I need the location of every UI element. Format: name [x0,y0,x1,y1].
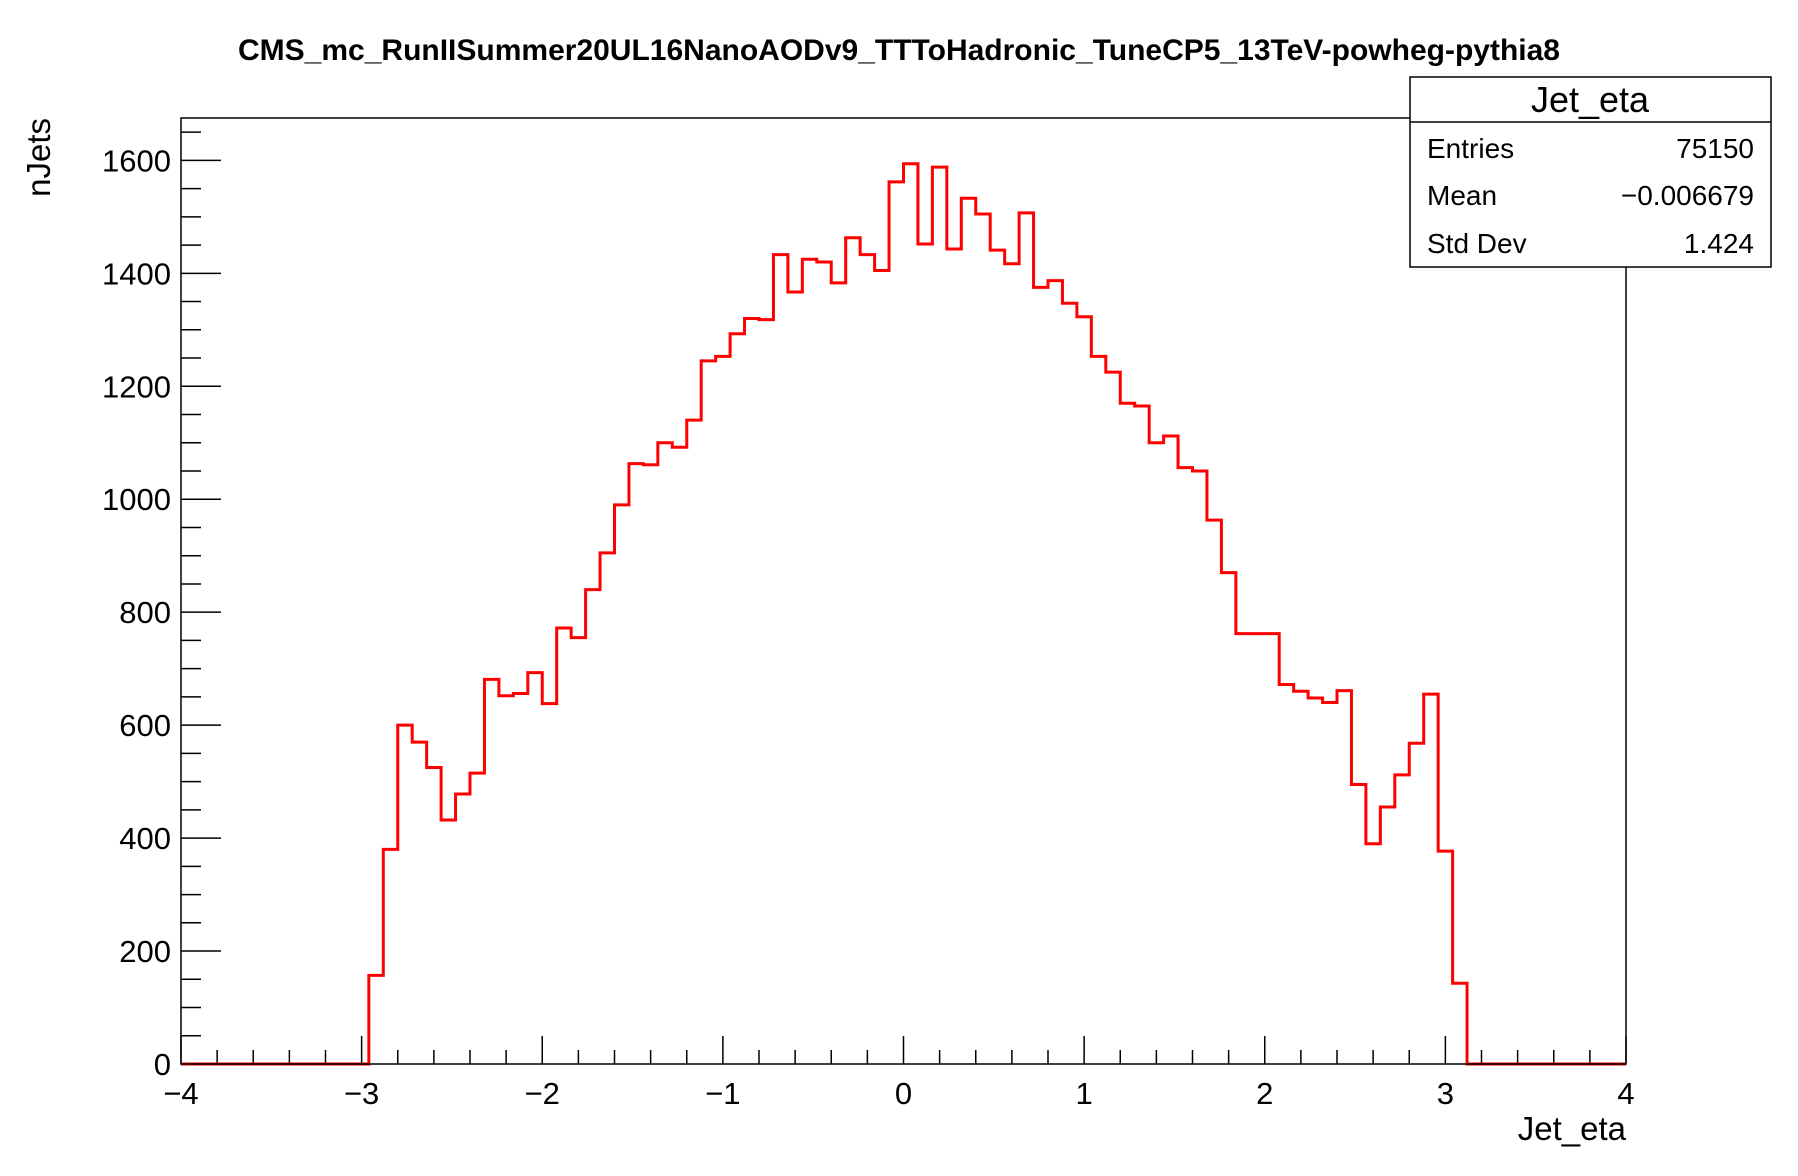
x-axis-ticks [180,1036,1627,1064]
stats-title: Jet_eta [1531,79,1650,120]
stats-entries-value: 75150 [1676,133,1754,164]
x-tick-label: 0 [895,1076,912,1111]
y-tick-label: 0 [154,1047,171,1082]
y-tick-label: 200 [119,934,171,969]
stats-mean-value: −0.006679 [1621,180,1754,211]
x-tick-label: 2 [1256,1076,1273,1111]
stats-stddev-value: 1.424 [1684,228,1754,259]
y-tick-label: 800 [119,595,171,630]
y-tick-label: 600 [119,708,171,743]
x-tick-label: 1 [1076,1076,1093,1111]
x-tick-labels: −4 −3 −2 −1 0 1 2 3 4 [163,1076,1634,1111]
stats-entries-label: Entries [1427,133,1514,164]
x-tick-label: −2 [525,1076,560,1111]
y-tick-label: 1600 [102,143,171,178]
x-tick-label: 3 [1437,1076,1454,1111]
y-tick-label: 1000 [102,482,171,517]
y-tick-label: 1400 [102,256,171,291]
y-tick-label: 400 [119,821,171,856]
stats-mean-label: Mean [1427,180,1497,211]
stats-stddev-label: Std Dev [1427,228,1527,259]
y-tick-label: 1200 [102,369,171,404]
plot-frame [180,117,1627,1065]
x-tick-label: −1 [705,1076,740,1111]
x-tick-label: 4 [1617,1076,1634,1111]
histogram-series [181,162,1626,1066]
y-axis-label: nJets [20,118,57,197]
x-axis-label: Jet_eta [1518,1110,1627,1147]
x-tick-label: −4 [163,1076,198,1111]
chart-title: CMS_mc_RunIISummer20UL16NanoAODv9_TTToHa… [238,34,1560,67]
x-tick-label: −3 [344,1076,379,1111]
stats-box: Jet_eta Entries 75150 Mean −0.006679 Std… [1409,76,1772,268]
y-tick-labels: 0 200 400 600 800 1000 1200 1400 1600 [102,143,171,1082]
